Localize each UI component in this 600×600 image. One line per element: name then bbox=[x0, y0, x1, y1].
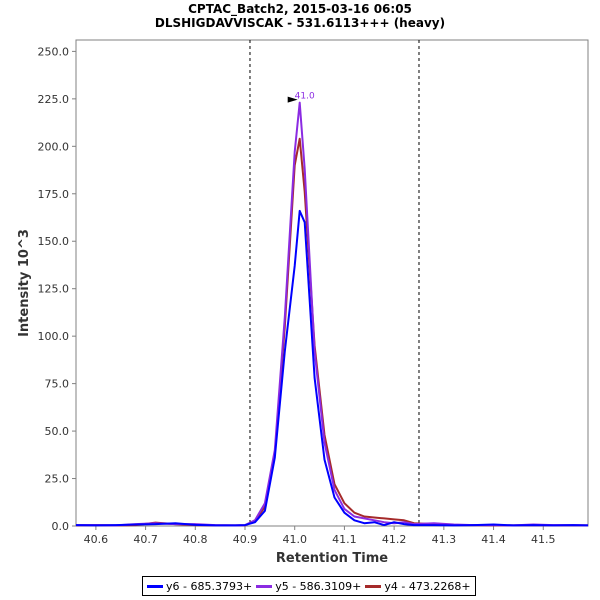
y-tick-label: 50.0 bbox=[45, 425, 70, 438]
legend-swatch bbox=[147, 584, 163, 588]
x-axis-ticks: 40.6 40.7 40.8 40.9 41.0 41.1 41.2 41.3 41.4 41.5 bbox=[84, 526, 556, 546]
y-tick-label: 175.0 bbox=[38, 188, 70, 201]
legend-swatch bbox=[256, 584, 273, 588]
x-tick-label: 41.3 bbox=[432, 533, 457, 546]
series-lines bbox=[75, 101, 589, 527]
legend-label: y4 - 473.2268+ bbox=[384, 579, 471, 593]
y-tick-label: 150.0 bbox=[38, 235, 70, 248]
y-tick-label: 75.0 bbox=[45, 378, 70, 391]
legend-label: y5 - 586.3109+ bbox=[275, 579, 362, 593]
y-tick-label: 0.0 bbox=[52, 520, 70, 533]
x-tick-label: 41.1 bbox=[332, 533, 357, 546]
peak-marker-arrow bbox=[287, 96, 298, 103]
plot-area bbox=[75, 39, 589, 527]
x-tick-label: 40.6 bbox=[84, 533, 109, 546]
y-tick-label: 25.0 bbox=[45, 473, 70, 486]
y-tick-label: 250.0 bbox=[38, 45, 70, 58]
peak-label: 41.0 bbox=[295, 92, 315, 102]
legend-item: y4 - 473.2268+ bbox=[365, 579, 471, 593]
chart-title: CPTAC_Batch2, 2015-03-16 06:05 bbox=[188, 2, 412, 17]
y-tick-label: 225.0 bbox=[38, 93, 70, 106]
y-axis-label: Intensity 10^3 bbox=[17, 229, 32, 337]
chart-legend: y6 - 685.3793+ y5 - 586.3109+ y4 - 473.226… bbox=[142, 576, 476, 596]
chart-subtitle: DLSHIGDAVVISCAK - 531.6113+++ (heavy) bbox=[155, 16, 445, 30]
x-axis-label: Retention Time bbox=[276, 551, 388, 566]
x-tick-label: 40.9 bbox=[233, 533, 258, 546]
legend-label: y6 - 685.3793+ bbox=[166, 579, 253, 593]
x-tick-label: 41.2 bbox=[382, 533, 407, 546]
x-tick-label: 41.5 bbox=[531, 533, 556, 546]
legend-swatch bbox=[365, 584, 382, 588]
legend-item: y6 - 685.3793+ bbox=[147, 580, 252, 593]
legend-item: y5 - 586.3109+ bbox=[256, 580, 361, 593]
y-tick-label: 200.0 bbox=[38, 140, 70, 153]
x-tick-label: 40.8 bbox=[183, 533, 208, 546]
x-tick-label: 41.4 bbox=[481, 533, 506, 546]
peak-boundaries bbox=[249, 40, 420, 526]
y-tick-label: 100.0 bbox=[38, 330, 70, 343]
x-tick-label: 41.0 bbox=[282, 533, 307, 546]
peak-annotation: 41.0 bbox=[287, 92, 315, 103]
y-tick-label: 125.0 bbox=[38, 283, 70, 296]
x-tick-label: 40.7 bbox=[133, 533, 158, 546]
series-line bbox=[75, 209, 589, 527]
y-axis-ticks: 0.0 25.0 50.0 75.0 100.0 125.0 150.0 175.0 200.0… bbox=[38, 45, 76, 533]
